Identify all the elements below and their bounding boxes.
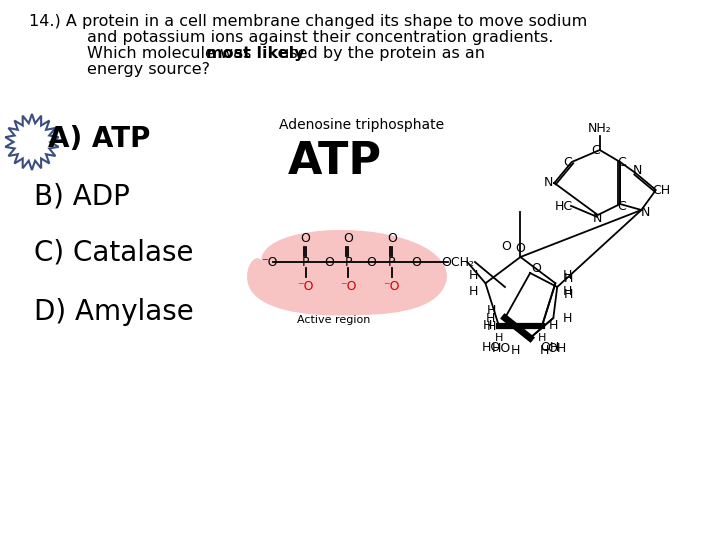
Text: C: C — [564, 156, 572, 168]
Text: Active region: Active region — [297, 315, 370, 325]
Text: P: P — [344, 255, 352, 268]
Text: O: O — [501, 240, 511, 253]
Text: P: P — [388, 255, 395, 268]
Text: HO: HO — [482, 341, 500, 354]
Text: P: P — [302, 255, 310, 268]
Text: 14.) A protein in a cell membrane changed its shape to move sodium: 14.) A protein in a cell membrane change… — [29, 14, 588, 29]
Text: O: O — [343, 232, 354, 245]
Text: H: H — [487, 303, 496, 316]
Text: ⁻O: ⁻O — [261, 255, 277, 268]
Text: H: H — [562, 269, 572, 282]
Text: C: C — [618, 156, 626, 168]
Text: H: H — [538, 333, 546, 343]
Text: H: H — [469, 285, 479, 298]
Text: HO: HO — [492, 341, 510, 354]
Text: Which molecule was: Which molecule was — [87, 46, 256, 61]
Text: H: H — [564, 273, 574, 286]
Text: O: O — [516, 242, 526, 255]
Text: H: H — [563, 312, 572, 325]
Text: ⁻O: ⁻O — [297, 280, 314, 293]
Text: H: H — [469, 269, 479, 282]
Text: OH: OH — [540, 341, 559, 354]
Text: H: H — [495, 333, 503, 343]
Text: O: O — [531, 261, 541, 274]
Text: H: H — [562, 285, 572, 298]
Text: OH: OH — [548, 341, 567, 354]
Text: ⁻O: ⁻O — [384, 280, 400, 293]
Text: and potassium ions against their concentration gradients.: and potassium ions against their concent… — [87, 30, 554, 45]
Text: B) ADP: B) ADP — [34, 182, 130, 210]
Text: O: O — [411, 255, 421, 268]
Text: used by the protein as an: used by the protein as an — [274, 46, 485, 61]
Text: ATP: ATP — [288, 140, 382, 183]
Text: most likely: most likely — [206, 46, 305, 61]
Text: H: H — [549, 319, 558, 332]
Text: H: H — [564, 288, 574, 301]
Text: N: N — [593, 213, 603, 226]
Text: Adenosine triphosphate: Adenosine triphosphate — [279, 118, 444, 132]
PathPatch shape — [247, 230, 447, 315]
Text: H: H — [482, 319, 492, 332]
Text: N: N — [544, 177, 553, 190]
Text: D) Amylase: D) Amylase — [34, 298, 194, 326]
Text: H: H — [511, 343, 521, 356]
Text: O: O — [366, 255, 377, 268]
Text: H: H — [487, 320, 496, 333]
Text: A) ATP: A) ATP — [48, 125, 150, 153]
Text: H: H — [486, 312, 495, 325]
Text: H: H — [540, 343, 549, 356]
Text: NH₂: NH₂ — [588, 122, 611, 134]
Text: C: C — [592, 144, 600, 157]
Text: N: N — [633, 165, 642, 178]
Text: HC: HC — [555, 199, 573, 213]
Text: OCH₂: OCH₂ — [441, 255, 474, 268]
Text: O: O — [301, 232, 310, 245]
Text: O: O — [387, 232, 397, 245]
Text: C: C — [618, 199, 626, 213]
Text: energy source?: energy source? — [87, 62, 210, 77]
Text: ⁻O: ⁻O — [340, 280, 356, 293]
Text: O: O — [324, 255, 334, 268]
Text: CH: CH — [652, 184, 671, 197]
Text: C) Catalase: C) Catalase — [34, 238, 194, 266]
Text: N: N — [641, 206, 650, 219]
